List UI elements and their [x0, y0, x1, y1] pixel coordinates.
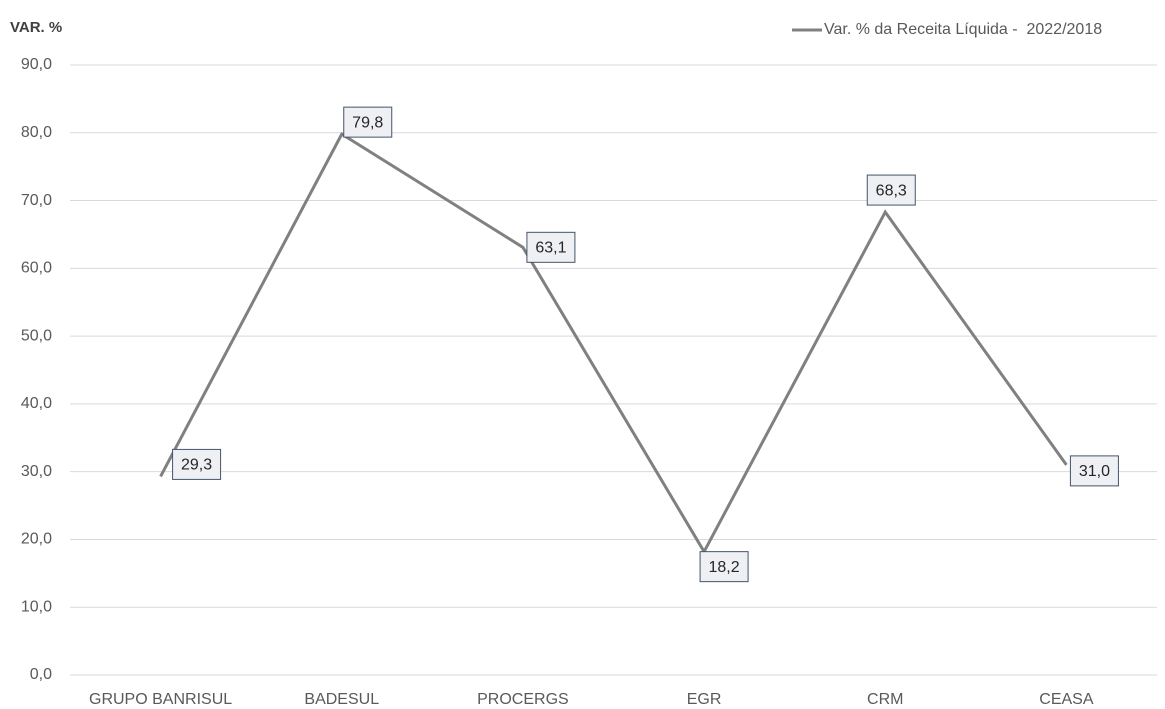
y-tick-label: 0,0 — [30, 666, 52, 683]
y-tick-label: 90,0 — [21, 56, 52, 73]
y-tick-label: 60,0 — [21, 260, 52, 277]
y-tick-label: 10,0 — [21, 598, 52, 615]
y-tick-label: 70,0 — [21, 192, 52, 209]
y-tick-label: 20,0 — [21, 531, 52, 548]
x-tick-label: GRUPO BANRISUL — [89, 691, 232, 708]
data-label: 63,1 — [526, 231, 576, 263]
data-label: 31,0 — [1069, 455, 1119, 487]
data-label-box — [526, 231, 576, 263]
y-tick-label: 40,0 — [21, 395, 52, 412]
data-label: 79,8 — [343, 106, 393, 138]
legend-label: Var. % da Receita Líquida - 2022/2018 — [824, 21, 1102, 38]
y-tick-label: 50,0 — [21, 327, 52, 344]
y-axis-label: VAR. % — [10, 19, 62, 36]
data-label: 68,3 — [866, 174, 916, 206]
data-label: 29,3 — [172, 448, 222, 480]
y-tick-label: 30,0 — [21, 463, 52, 480]
y-tick-label: 80,0 — [21, 124, 52, 141]
x-tick-label: CEASA — [1039, 691, 1094, 708]
x-tick-label: EGR — [687, 691, 722, 708]
data-label-text: 18,2 — [709, 559, 740, 576]
line — [159, 132, 1068, 555]
data-label-text: 31,0 — [1079, 463, 1110, 480]
data-label-box — [172, 448, 222, 480]
data-label-text: 79,8 — [352, 114, 383, 131]
x-tick-label: PROCERGS — [477, 691, 569, 708]
data-label-box — [1069, 455, 1119, 487]
data-label-text: 63,1 — [535, 240, 566, 257]
data-label-box — [343, 106, 393, 138]
data-label-box — [699, 551, 749, 583]
x-tick-label: BADESUL — [304, 691, 379, 708]
data-label-text: 68,3 — [876, 182, 907, 199]
data-label-box — [866, 174, 916, 206]
data-label: 18,2 — [699, 551, 749, 583]
data-label-text: 29,3 — [181, 457, 212, 474]
x-tick-label: CRM — [867, 691, 903, 708]
